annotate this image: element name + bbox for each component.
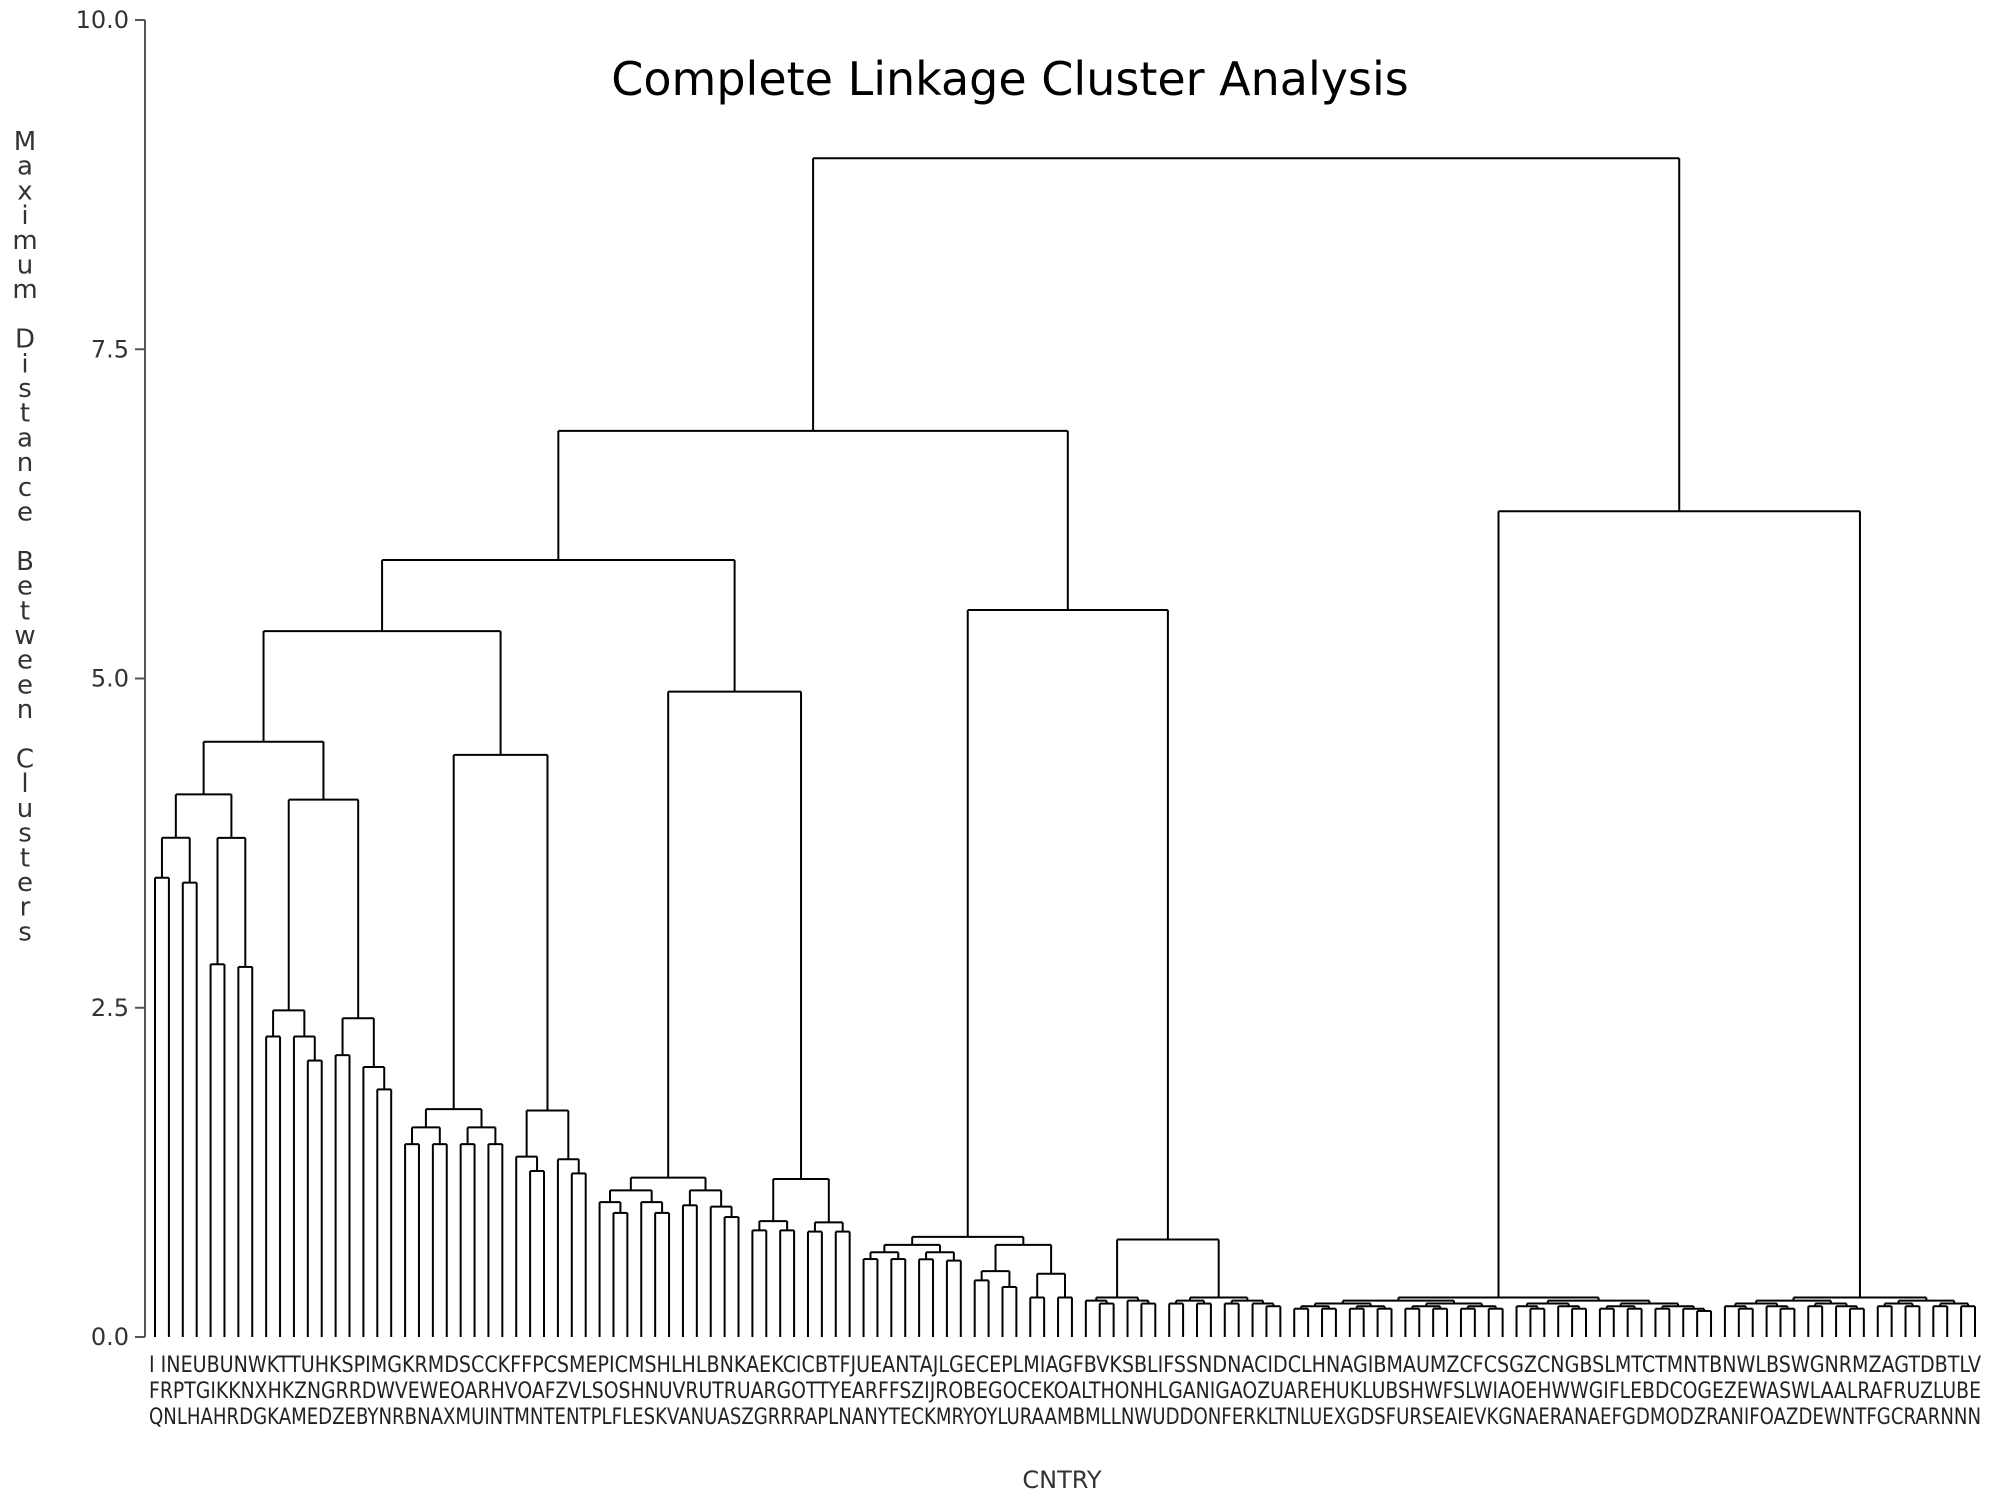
y-axis-title-char: i	[21, 349, 28, 379]
y-tick-label: 7.5	[91, 335, 129, 363]
y-axis-title-char: e	[17, 868, 33, 898]
y-axis-title-char: e	[17, 498, 33, 528]
y-tick-label: 10.0	[76, 6, 129, 34]
y-axis-title-char: s	[18, 917, 32, 947]
y-axis-title-char: a	[17, 152, 33, 182]
y-axis-title-char: n	[17, 695, 33, 725]
y-axis-title-char: u	[17, 794, 33, 824]
y-axis-title-char: C	[16, 745, 34, 775]
x-axis-title: CNTRY	[1022, 1466, 1102, 1494]
y-axis-title-char: t	[20, 399, 30, 429]
y-axis-title-char: e	[17, 646, 33, 676]
y-axis-title-char: m	[12, 275, 37, 305]
y-tick-label: 5.0	[91, 665, 129, 693]
y-axis-title-char: D	[15, 325, 35, 355]
chart-title: Complete Linkage Cluster Analysis	[611, 52, 1408, 106]
y-tick-label: 2.5	[91, 994, 129, 1022]
y-axis-title-char: t	[20, 596, 30, 626]
y-axis-title-char: i	[21, 201, 28, 231]
y-axis-title-char: m	[12, 226, 37, 256]
y-axis-title-char: B	[16, 547, 34, 577]
y-axis-title-char: u	[17, 251, 33, 281]
leaf-label-row: I INEUBUNWKTTUHKSPIMGKRMDSCCKFFPCSMEPICM…	[149, 1353, 1981, 1378]
y-axis-title-char: r	[20, 893, 31, 923]
leaf-label-row: FRPTGIKKNXHKZNGRRDWVEWEOARHVOAFZVLSOSHNU…	[149, 1379, 1981, 1404]
dendrogram-links	[154, 157, 1976, 1337]
y-tick-label: 0.0	[91, 1323, 129, 1351]
y-axis-title-char: a	[17, 423, 33, 453]
y-axis-title-char: s	[18, 374, 32, 404]
y-axis-title-char: s	[18, 819, 32, 849]
y-axis-title-char: e	[17, 572, 33, 602]
y-axis-title-char: e	[17, 670, 33, 700]
leaf-label-row: QNLHAHRDGKAMEDZEBYNRBNAXMUINTMNTENTPLFLE…	[149, 1405, 1981, 1430]
leaf-labels: I INEUBUNWKTTUHKSPIMGKRMDSCCKFFPCSMEPICM…	[149, 1353, 1981, 1430]
y-axis-title-char: l	[21, 769, 28, 799]
y-axis-title-char: t	[20, 843, 30, 873]
y-axis-title-char: c	[18, 473, 32, 503]
y-axis-title-char: n	[17, 448, 33, 478]
y-axis-title-char: M	[14, 127, 36, 157]
y-axis: 0.0 2.5 5.0 7.5 10.0	[76, 6, 146, 1351]
y-axis-title-char: w	[14, 621, 35, 651]
y-axis-title-char: x	[17, 176, 32, 206]
